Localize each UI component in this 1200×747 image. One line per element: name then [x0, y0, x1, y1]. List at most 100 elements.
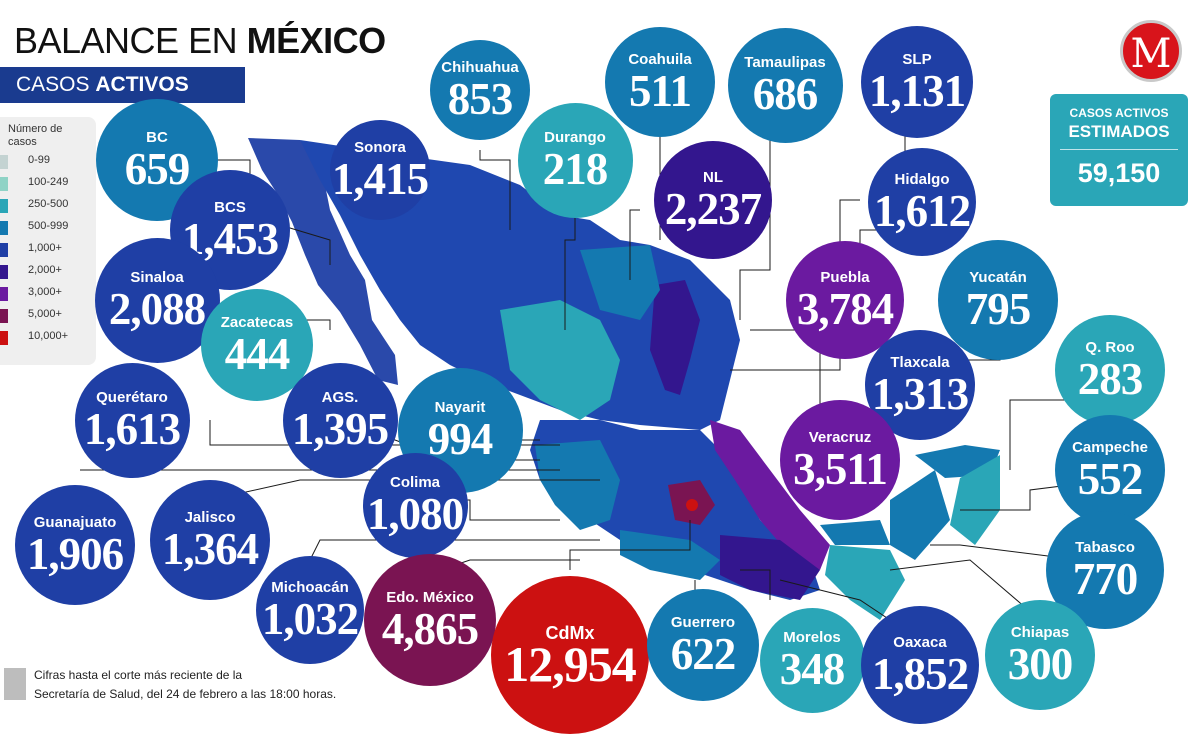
map-region-qroo	[950, 455, 1000, 545]
state-bubble-cdmx: CdMx 12,954	[491, 576, 649, 734]
state-name: Campeche	[1072, 439, 1148, 456]
state-name: Chihuahua	[441, 59, 519, 76]
map-region-north	[300, 140, 740, 430]
state-name: SLP	[902, 51, 932, 68]
state-name: Guanajuato	[33, 514, 117, 531]
state-cases: 1,395	[291, 404, 389, 454]
map-region-campeche	[890, 470, 950, 560]
state-cases: 2,237	[664, 184, 762, 234]
estimate-line2: ESTIMADOS	[1068, 122, 1170, 141]
legend-swatch	[0, 155, 8, 169]
state-bubble-michoac-n: Michoacán 1,032	[256, 556, 364, 664]
state-cases: 994	[427, 414, 493, 464]
footnote-line2: Secretaría de Salud, del 24 de febrero a…	[34, 687, 337, 701]
state-bubble-sinaloa: Sinaloa 2,088	[94, 237, 220, 363]
state-bubble-sonora: Sonora 1,415	[330, 120, 430, 220]
state-cases: 1,852	[871, 649, 969, 699]
subtitle-bold: ACTIVOS	[95, 73, 189, 96]
state-cases: 659	[124, 144, 190, 194]
footnote-marker	[4, 668, 26, 700]
state-cases: 3,784	[796, 284, 894, 334]
state-name: Colima	[389, 474, 440, 491]
state-cases: 1,131	[868, 66, 966, 116]
state-name: Jalisco	[184, 509, 236, 526]
state-name: Guerrero	[670, 614, 736, 631]
legend-swatch	[0, 177, 8, 191]
state-name: Chiapas	[1010, 624, 1070, 641]
state-bubble-guanajuato: Guanajuato 1,906	[15, 485, 135, 605]
title-bold: MÉXICO	[246, 20, 387, 61]
map-region-coahuila	[580, 245, 660, 320]
state-cases: 218	[542, 144, 608, 194]
state-cases: 2,088	[108, 284, 206, 334]
state-cases: 1,906	[26, 529, 124, 579]
state-cases: 1,080	[366, 489, 464, 539]
state-cases: 511	[628, 66, 692, 116]
state-name: Nayarit	[434, 399, 486, 416]
state-name: Puebla	[820, 269, 870, 286]
state-bubble-yucat-n: Yucatán 795	[938, 240, 1058, 360]
state-name: Durango	[544, 129, 606, 146]
legend-label: 250-500	[28, 198, 69, 210]
state-cases: 12,954	[504, 636, 636, 692]
legend-item: 250-500	[0, 196, 96, 216]
legend-label: 5,000+	[28, 308, 62, 320]
state-cases: 3,511	[793, 444, 888, 494]
legend-label: 10,000+	[28, 330, 69, 342]
state-cases: 4,865	[381, 604, 479, 654]
subtitle-bar: CASOS ACTIVOS	[0, 67, 245, 103]
state-name: Tamaulipas	[744, 54, 826, 71]
state-bubble-quer-taro: Querétaro 1,613	[74, 362, 190, 478]
state-bubble-nl: NL 2,237	[654, 141, 772, 259]
state-bubble-coahuila: Coahuila 511	[605, 27, 715, 137]
state-name: Michoacán	[271, 579, 349, 596]
state-cases: 622	[670, 629, 736, 679]
map-region-cdmx	[686, 499, 698, 511]
state-bubble-chihuahua: Chihuahua 853	[430, 40, 530, 140]
footnote: Cifras hasta el corte más reciente de la…	[34, 666, 336, 704]
estimate-box: CASOS ACTIVOS ESTIMADOS 59,150	[1050, 94, 1188, 206]
legend-item: 100-249	[0, 174, 96, 194]
state-bubble-tamaulipas: Tamaulipas 686	[727, 27, 843, 143]
legend-item: 0-99	[0, 152, 96, 172]
legend-label: 500-999	[28, 220, 69, 232]
legend-swatch	[0, 221, 8, 235]
state-cases: 795	[965, 284, 1031, 334]
state-bubble-q-roo: Q. Roo 283	[1055, 315, 1165, 425]
state-name: Hidalgo	[894, 171, 950, 188]
legend-swatch	[0, 287, 8, 301]
state-name: Oaxaca	[893, 634, 947, 651]
state-bubble-puebla: Puebla 3,784	[786, 241, 904, 359]
state-name: Sinaloa	[130, 269, 184, 286]
state-name: Edo. México	[386, 589, 474, 606]
state-cases: 1,613	[83, 404, 181, 454]
state-name: NL	[703, 169, 723, 186]
state-cases: 552	[1077, 454, 1143, 504]
map-region-durango	[500, 300, 620, 420]
state-bubble-chiapas: Chiapas 300	[985, 600, 1095, 710]
estimate-line1: CASOS ACTIVOS	[1069, 106, 1169, 120]
state-name: CdMx	[545, 623, 595, 643]
estimate-divider	[1060, 149, 1178, 150]
state-bubble-oaxaca: Oaxaca 1,852	[861, 606, 979, 724]
state-cases: 853	[447, 74, 513, 124]
legend-item: 3,000+	[0, 284, 96, 304]
state-name: Morelos	[783, 629, 841, 646]
state-name: Q. Roo	[1085, 339, 1135, 356]
legend-title: Número de casos	[8, 123, 63, 148]
map-region-bc	[248, 138, 398, 385]
state-bubble-jalisco: Jalisco 1,364	[150, 480, 270, 600]
state-bubble-slp: SLP 1,131	[861, 26, 973, 138]
state-bubble-guerrero: Guerrero 622	[647, 589, 759, 701]
map-region-chiapas	[825, 545, 905, 620]
legend-label: 3,000+	[28, 286, 62, 298]
state-cases: 1,612	[873, 186, 971, 236]
map-region-nl	[650, 280, 700, 395]
map-region-veracruz	[710, 420, 830, 570]
page-title: BALANCE EN MÉXICO	[14, 20, 386, 62]
state-name: Coahuila	[628, 51, 692, 68]
map-region-tabasco	[820, 520, 890, 545]
legend-label: 100-249	[28, 176, 69, 188]
legend-swatch	[0, 331, 8, 345]
